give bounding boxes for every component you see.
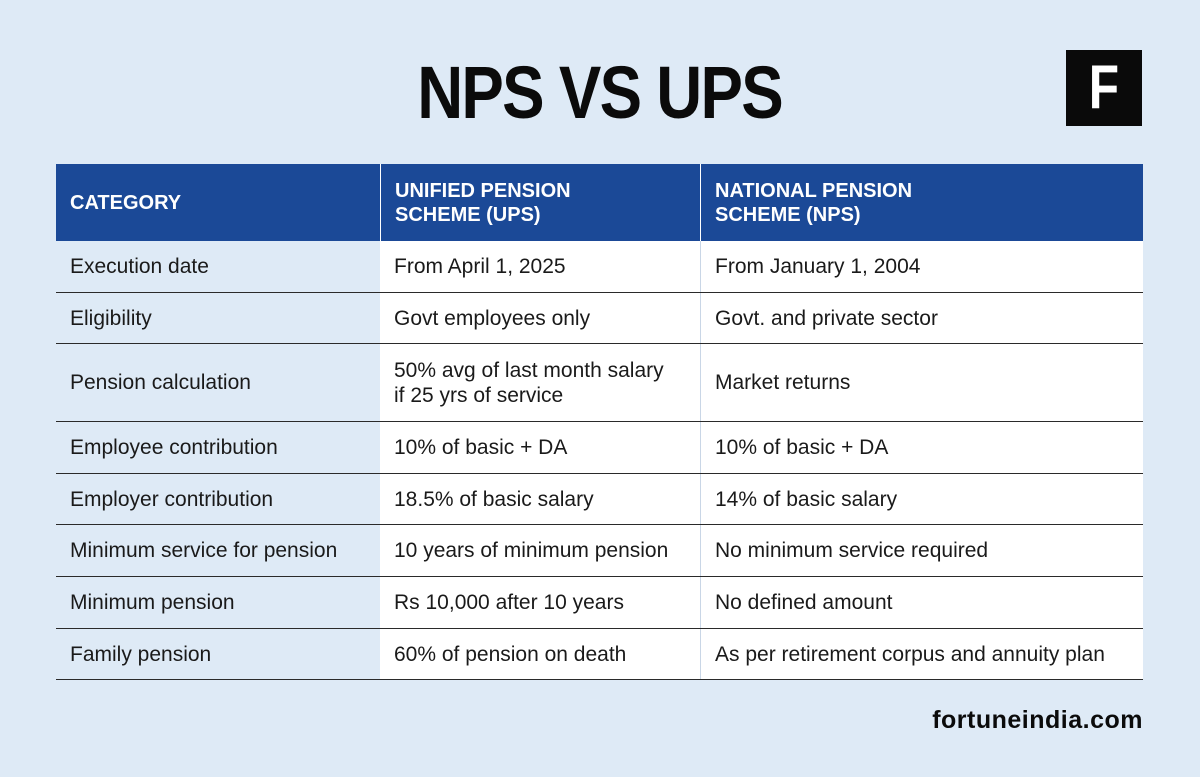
- fortune-logo: F: [1066, 50, 1142, 126]
- cell-ups: Govt employees only: [380, 293, 700, 343]
- cell-nps: From January 1, 2004: [700, 241, 1143, 292]
- cell-ups: 50% avg of last month salary if 25 yrs o…: [380, 344, 700, 421]
- cell-nps: 10% of basic + DA: [700, 422, 1143, 473]
- cell-category: Eligibility: [56, 293, 380, 343]
- header-category: CATEGORY: [70, 191, 182, 214]
- cell-category: Minimum service for pension: [56, 525, 380, 576]
- table-row: Employer contribution 18.5% of basic sal…: [56, 474, 1143, 525]
- cell-nps: No minimum service required: [700, 525, 1143, 576]
- cell-nps: Govt. and private sector: [700, 293, 1143, 343]
- cell-nps: 14% of basic salary: [700, 474, 1143, 524]
- header-nps: NATIONAL PENSION SCHEME (NPS): [700, 164, 1143, 241]
- header-ups-label: UNIFIED PENSION SCHEME (UPS): [395, 179, 571, 226]
- cell-category: Employer contribution: [56, 474, 380, 524]
- header-nps-label: NATIONAL PENSION SCHEME (NPS): [715, 179, 913, 226]
- cell-ups: 10 years of minimum pension: [380, 525, 700, 576]
- cell-category: Minimum pension: [56, 577, 380, 628]
- cell-nps: As per retirement corpus and annuity pla…: [700, 629, 1143, 679]
- cell-ups: 60% of pension on death: [380, 629, 700, 679]
- cell-category: Employee contribution: [56, 422, 380, 473]
- table-row: Execution date From April 1, 2025 From J…: [56, 241, 1143, 293]
- table-row: Minimum pension Rs 10,000 after 10 years…: [56, 577, 1143, 629]
- cell-category: Pension calculation: [56, 344, 380, 421]
- cell-ups-text: 50% avg of last month salary if 25 yrs o…: [394, 358, 664, 407]
- cell-ups: 18.5% of basic salary: [380, 474, 700, 524]
- cell-category: Execution date: [56, 241, 380, 292]
- page-title: NPS VS UPS: [417, 51, 783, 134]
- comparison-table: CATEGORY UNIFIED PENSION SCHEME (UPS) NA…: [56, 164, 1143, 680]
- header-ups: UNIFIED PENSION SCHEME (UPS): [380, 164, 700, 241]
- cell-ups: From April 1, 2025: [380, 241, 700, 292]
- cell-ups: 10% of basic + DA: [380, 422, 700, 473]
- table-row: Eligibility Govt employees only Govt. an…: [56, 293, 1143, 344]
- cell-category: Family pension: [56, 629, 380, 679]
- table-row: Minimum service for pension 10 years of …: [56, 525, 1143, 577]
- table-row: Family pension 60% of pension on death A…: [56, 629, 1143, 680]
- logo-letter: F: [1088, 53, 1120, 122]
- table-header: CATEGORY UNIFIED PENSION SCHEME (UPS) NA…: [56, 164, 1143, 241]
- table-row: Employee contribution 10% of basic + DA …: [56, 422, 1143, 474]
- source-credit: fortuneindia.com: [932, 706, 1143, 734]
- cell-nps: No defined amount: [700, 577, 1143, 628]
- table-row: Pension calculation 50% avg of last mont…: [56, 344, 1143, 422]
- cell-ups: Rs 10,000 after 10 years: [380, 577, 700, 628]
- cell-nps: Market returns: [700, 344, 1143, 421]
